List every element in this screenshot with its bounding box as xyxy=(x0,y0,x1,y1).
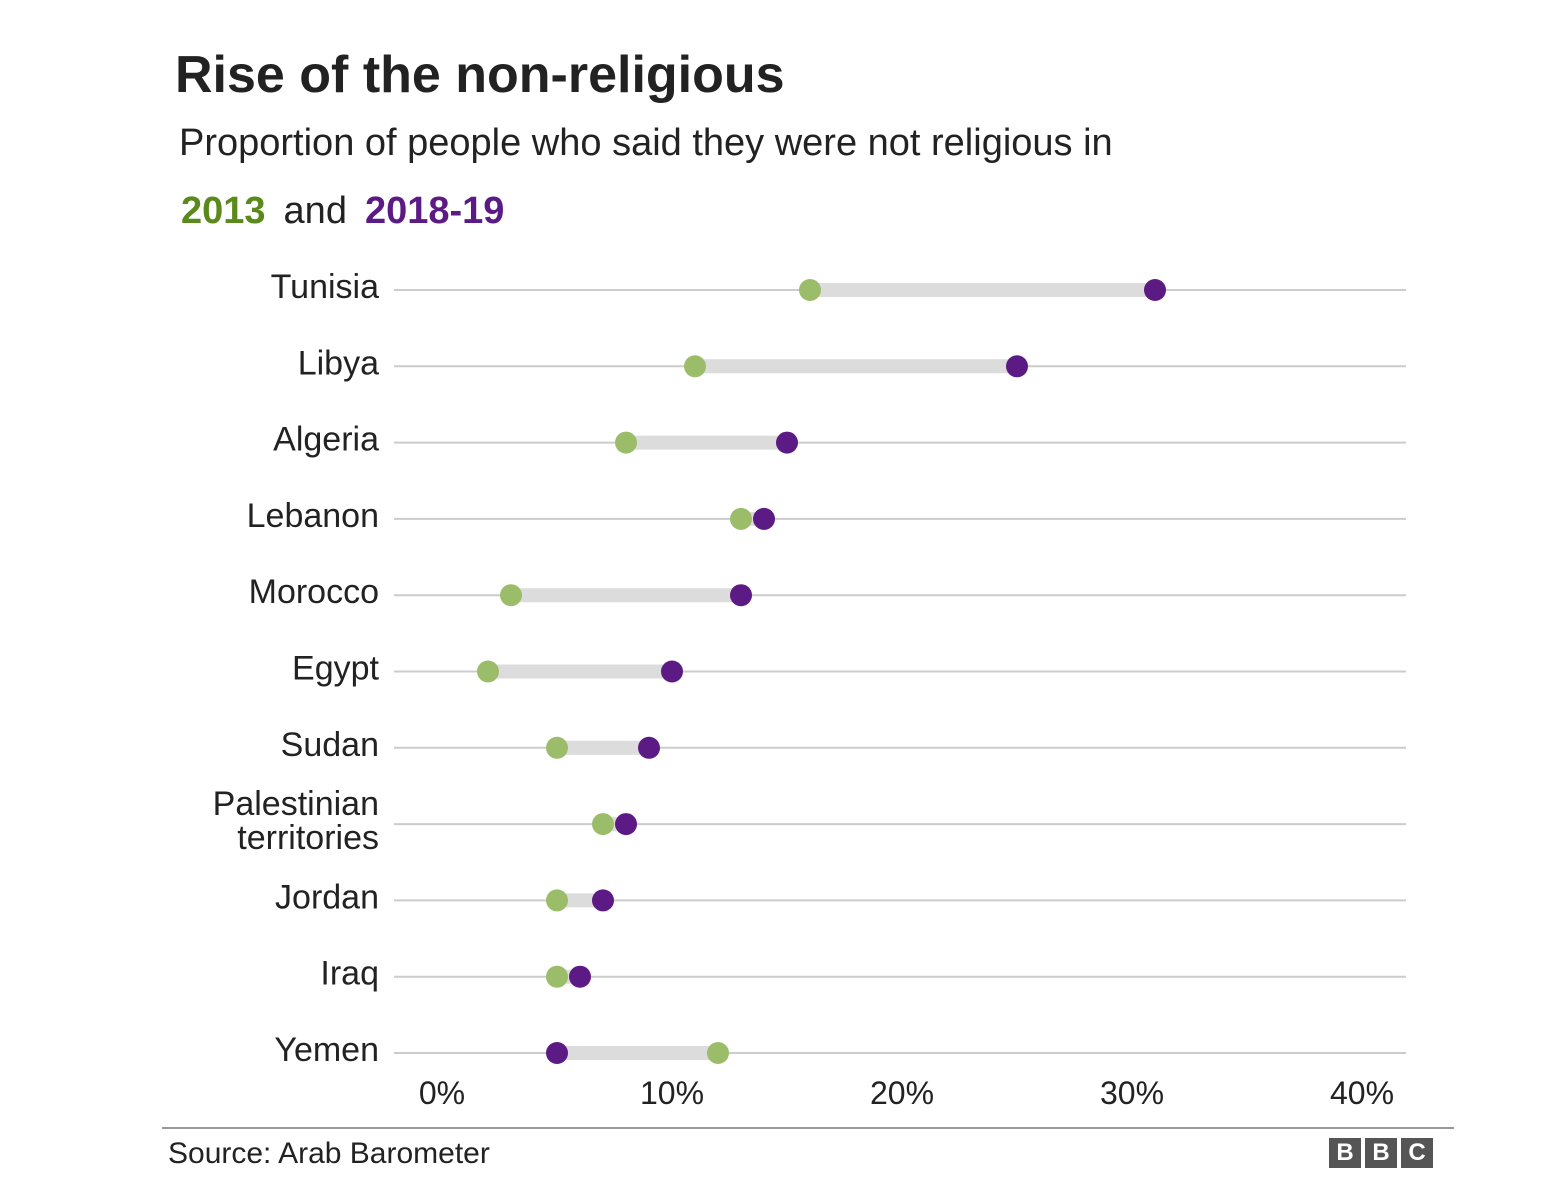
x-tick-label: 40% xyxy=(1330,1075,1394,1111)
category-label-line: Algeria xyxy=(273,421,379,459)
category-label: Egypt xyxy=(292,650,379,688)
category-label-line: Yemen xyxy=(274,1031,379,1069)
dot-plot: Tunisia Libya Algeria Lebanon Morocco Egypt Su… xyxy=(213,268,1406,1111)
legend: 2013 and 2018-19 xyxy=(181,186,504,236)
dot-2013 xyxy=(546,736,568,759)
dot-2018-19 xyxy=(569,965,591,988)
chart-title: Rise of the non-religious xyxy=(175,46,785,104)
dot-2018-19 xyxy=(592,889,614,912)
category-label-line: Egypt xyxy=(292,650,379,688)
footer-divider xyxy=(162,1127,1454,1129)
category-label-line: Morocco xyxy=(249,573,379,611)
dot-2018-19 xyxy=(753,507,775,530)
x-tick-label: 10% xyxy=(640,1075,704,1111)
dot-2018-19 xyxy=(546,1042,568,1064)
category-label: Sudan xyxy=(281,726,379,764)
category-label: Iraq xyxy=(320,955,379,993)
dot-2018-19 xyxy=(730,584,752,607)
dot-2018-19 xyxy=(638,736,660,759)
dot-2013 xyxy=(546,965,568,988)
dot-2018-19 xyxy=(776,431,798,454)
dot-2013 xyxy=(730,507,752,530)
dot-2013 xyxy=(684,355,706,378)
dot-2013 xyxy=(546,889,568,912)
dot-2018-19 xyxy=(1144,279,1166,301)
category-label-line: Lebanon xyxy=(247,497,379,535)
category-label-line: Iraq xyxy=(320,955,379,993)
legend-conjunction: and xyxy=(283,190,347,232)
dot-2013 xyxy=(707,1042,729,1064)
category-label-line: Jordan xyxy=(275,878,379,916)
bbc-logo-letter: B xyxy=(1329,1138,1361,1168)
category-label: Palestinian territories xyxy=(213,785,379,857)
dot-2018-19 xyxy=(661,660,683,683)
category-label: Jordan xyxy=(275,878,379,916)
category-label-line: Tunisia xyxy=(271,268,379,306)
legend-2013: 2013 xyxy=(181,190,266,232)
legend-2018-19: 2018-19 xyxy=(364,190,505,232)
bbc-logo-letter: C xyxy=(1401,1138,1433,1168)
chart-subtitle: Proportion of people who said they were … xyxy=(179,122,1113,164)
dot-2018-19 xyxy=(1006,355,1028,378)
category-label-line: Sudan xyxy=(281,726,379,764)
bbc-logo: B B C xyxy=(1329,1138,1433,1168)
dot-2013 xyxy=(477,660,499,683)
dot-2013 xyxy=(615,431,637,454)
category-label: Libya xyxy=(298,344,379,382)
category-label: Algeria xyxy=(273,421,379,459)
category-label-line: Libya xyxy=(298,344,379,382)
x-tick-label: 30% xyxy=(1100,1075,1164,1111)
category-label: Tunisia xyxy=(271,268,379,306)
category-label-line: territories xyxy=(237,819,379,857)
dot-2013 xyxy=(500,584,522,607)
category-label: Lebanon xyxy=(247,497,379,535)
category-label: Yemen xyxy=(274,1031,379,1069)
x-tick-label: 0% xyxy=(419,1075,465,1111)
x-tick-label: 20% xyxy=(870,1075,934,1111)
category-label-line: Palestinian xyxy=(213,785,379,823)
dot-2013 xyxy=(592,813,614,836)
category-label: Morocco xyxy=(249,573,379,611)
dot-2013 xyxy=(799,279,821,301)
dot-2018-19 xyxy=(615,813,637,836)
bbc-logo-letter: B xyxy=(1365,1138,1397,1168)
source-note: Source: Arab Barometer xyxy=(168,1137,490,1170)
